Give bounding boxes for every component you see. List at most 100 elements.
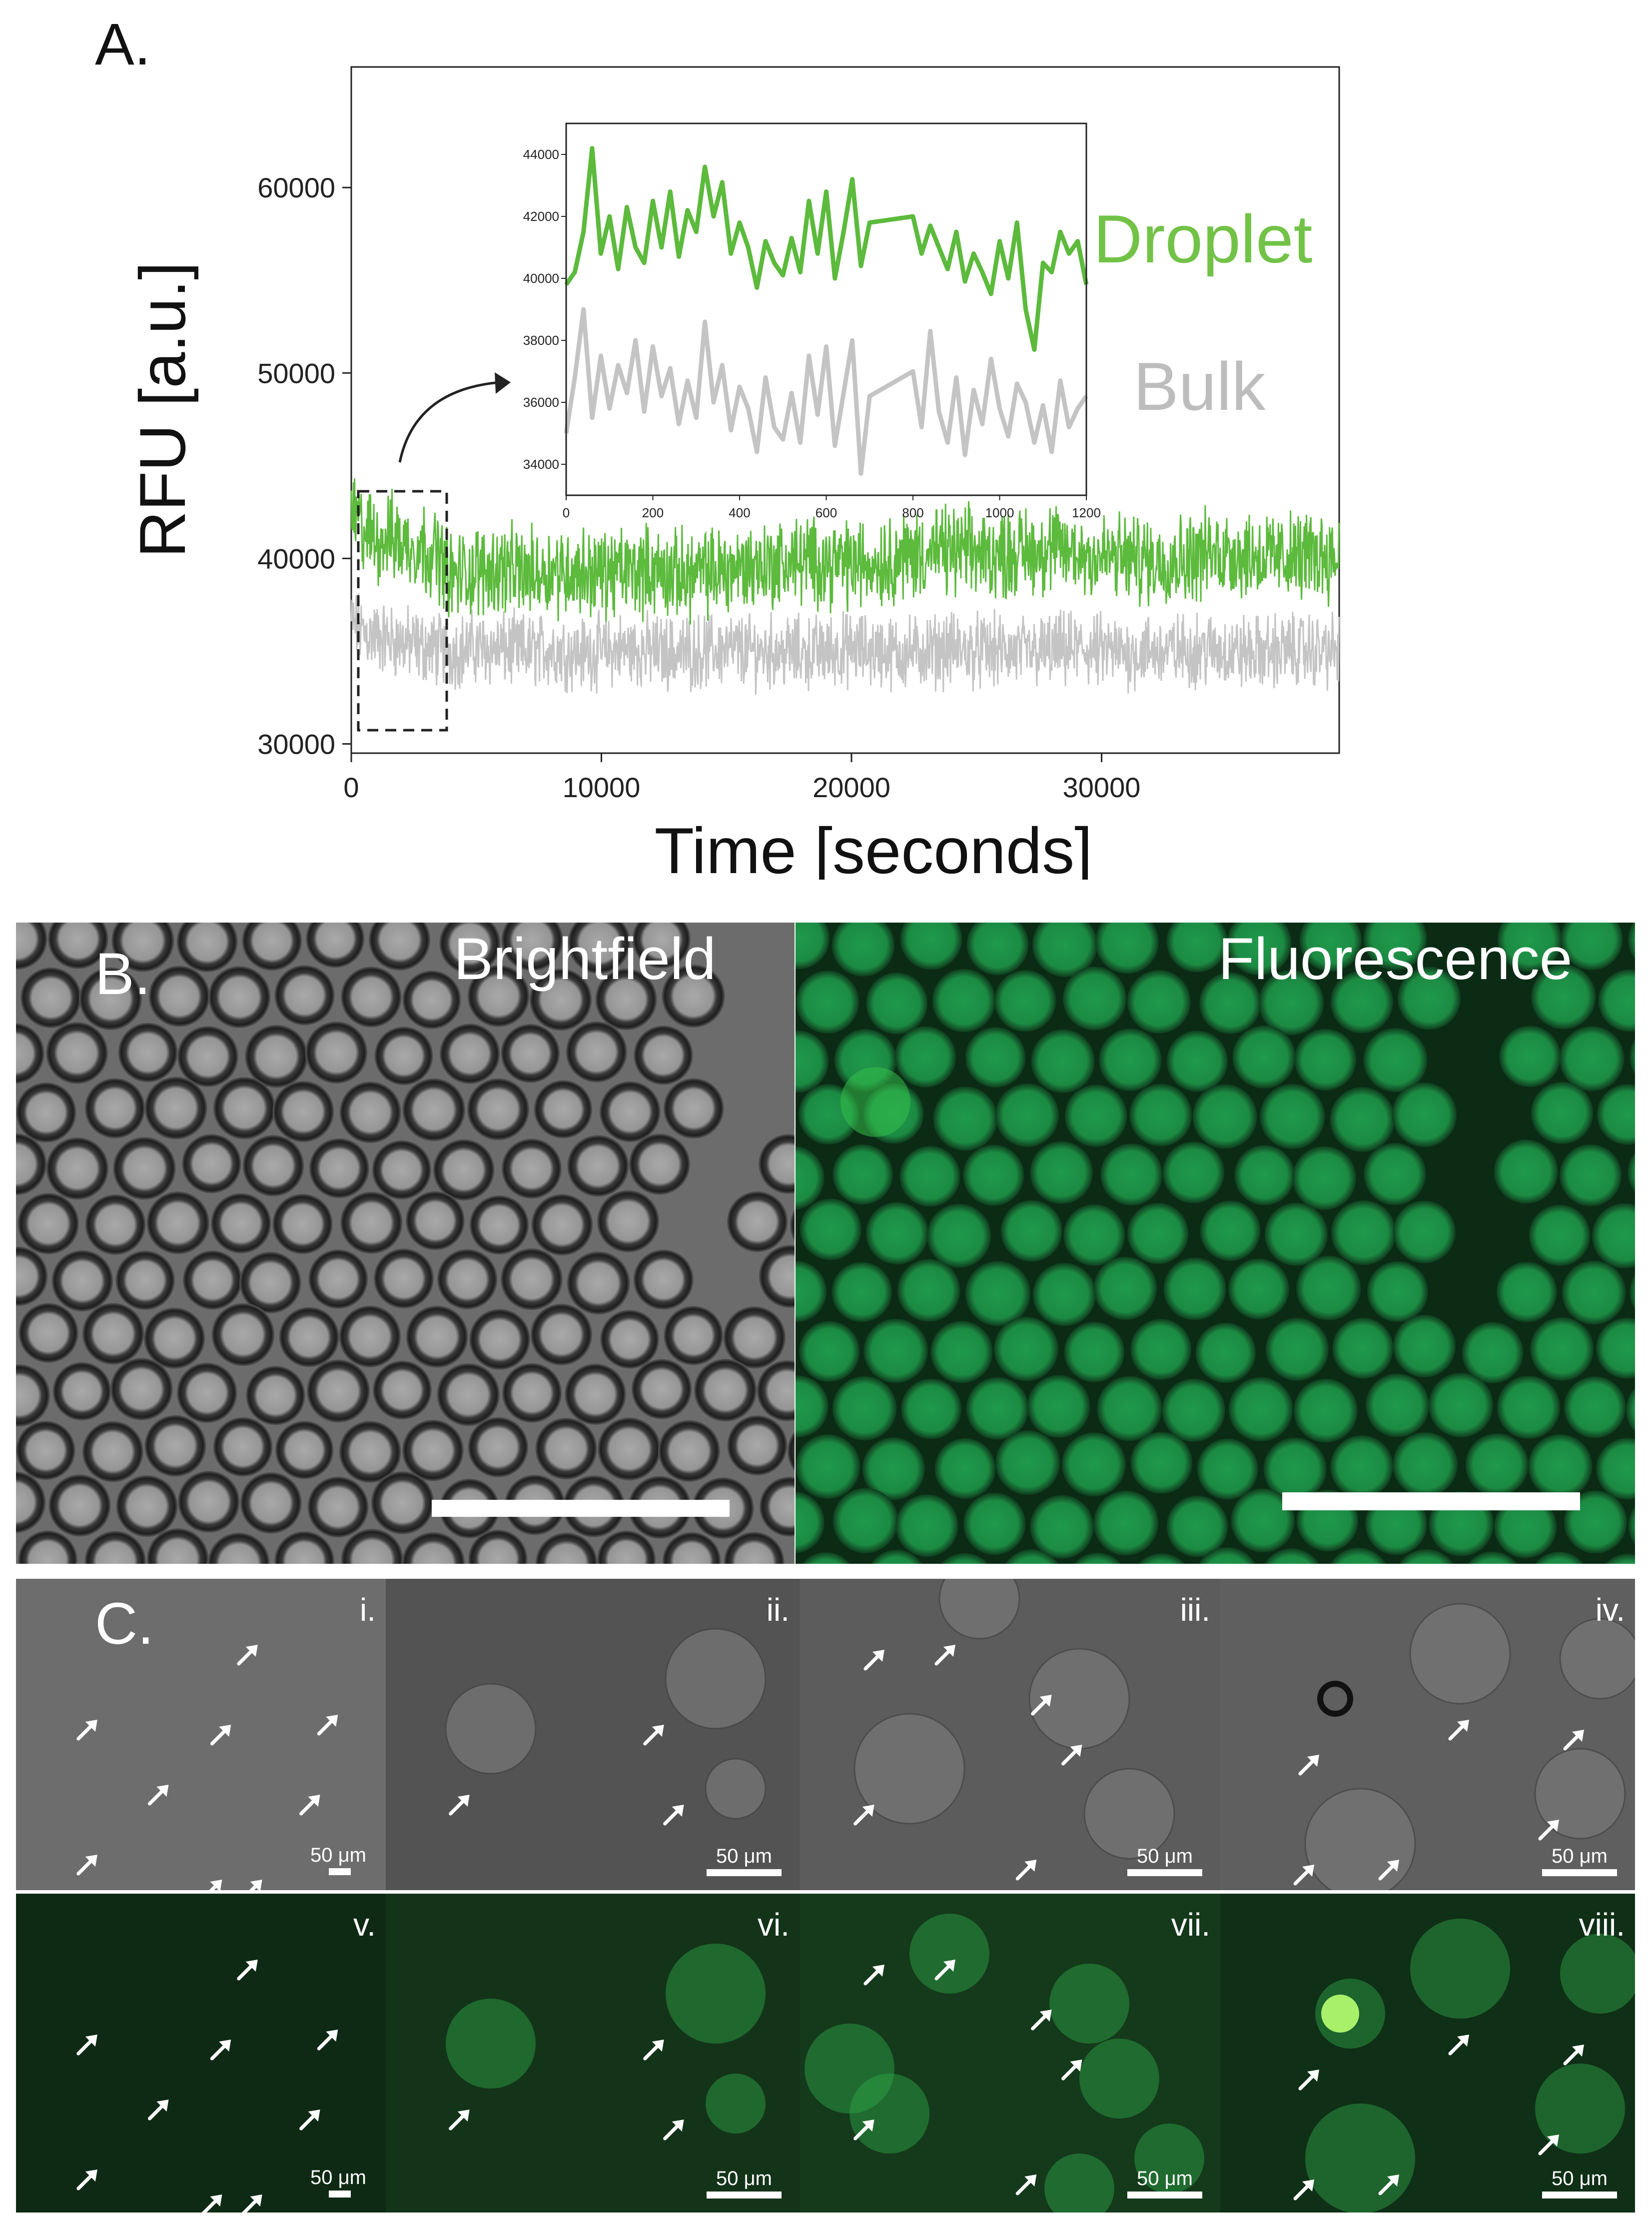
droplet (1332, 1317, 1394, 1379)
micrograph-tile-5: v. 50 μm (16, 1894, 386, 2213)
droplet (341, 967, 402, 1028)
inset-line-droplet (564, 146, 1089, 352)
droplet (900, 908, 962, 970)
arrow-icon (1015, 2175, 1037, 2196)
micrograph-tile-7: vii. 50 μm (800, 1894, 1220, 2213)
droplet (17, 1192, 79, 1254)
cell-blob (1410, 1919, 1510, 2019)
droplet (933, 1087, 998, 1151)
y-tick-label: 30000 (257, 728, 335, 760)
droplet (800, 1198, 861, 1260)
droplet (51, 1250, 113, 1312)
droplet (1130, 1432, 1192, 1494)
droplet (246, 1365, 305, 1425)
arrow-icon (1293, 1865, 1314, 1886)
droplet (1363, 907, 1427, 971)
cell-blob (1049, 1964, 1129, 2044)
droplet (1197, 1438, 1258, 1500)
droplet (831, 914, 895, 977)
droplet (1260, 1084, 1325, 1149)
arrow-icon (1378, 2175, 1399, 2196)
droplet (534, 1080, 593, 1138)
droplet (272, 1193, 333, 1254)
droplet (1294, 1378, 1358, 1443)
droplet (339, 1082, 401, 1143)
droplet (994, 1316, 1058, 1381)
droplet (1061, 1432, 1126, 1497)
cell-blob (909, 1914, 989, 1994)
cell-blob (938, 1579, 1020, 1640)
droplet (1130, 1318, 1192, 1380)
droplet (1294, 1029, 1357, 1091)
arrow-icon (1538, 1820, 1559, 1841)
droplet (1428, 1372, 1494, 1437)
droplet (1027, 1375, 1090, 1438)
droplet (865, 1202, 928, 1264)
droplet (1393, 1432, 1458, 1497)
arrow-icon (299, 1795, 320, 1816)
droplet (1162, 1141, 1225, 1203)
arrow-icon (317, 2030, 338, 2051)
tile-label: viii. (1579, 1907, 1625, 1943)
droplet (242, 1135, 304, 1196)
droplet (1095, 910, 1159, 974)
droplet (502, 1363, 562, 1423)
droplet (439, 913, 501, 974)
droplet (275, 1421, 334, 1479)
droplet (1232, 1025, 1296, 1089)
droplet (340, 1191, 403, 1254)
droplet (597, 1190, 660, 1252)
tile-label: iv. (1595, 1592, 1625, 1628)
droplet (1031, 1029, 1095, 1093)
arrow-icon (76, 2035, 97, 2056)
arrow-icon (237, 1645, 258, 1666)
arrow-icon (1563, 1730, 1584, 1751)
droplet (796, 1434, 860, 1499)
droplet (599, 1081, 661, 1142)
droplet (177, 1470, 240, 1533)
tile-label: v. (353, 1907, 376, 1943)
droplet (1393, 1200, 1456, 1263)
droplet (18, 1303, 78, 1363)
arrow-icon (934, 1960, 955, 1981)
arrow-icon (209, 1880, 222, 1890)
bubble (1317, 1681, 1353, 1717)
droplet (111, 909, 174, 972)
micrograph-tile-3: iii. 50 μm (800, 1579, 1220, 1890)
droplet (1496, 1261, 1557, 1322)
arrow-icon (1298, 1755, 1319, 1776)
cell-blob (445, 1683, 537, 1775)
cell-blob (666, 1944, 766, 2044)
inset-y-tick-label: 38000 (523, 333, 559, 348)
droplet (1494, 1495, 1557, 1558)
arrow-icon (210, 1725, 231, 1746)
inset-line-bulk (564, 307, 1088, 476)
cell-blob (446, 1999, 536, 2089)
droplet (1560, 1144, 1622, 1206)
cell-blob (1560, 1934, 1635, 2014)
droplet (658, 1420, 720, 1482)
droplet (965, 1261, 1031, 1326)
droplet (565, 1363, 626, 1425)
droplet (1330, 1087, 1395, 1152)
arrow-icon (853, 2120, 874, 2141)
arrow-icon (317, 1715, 338, 1736)
micrograph-tile-4: iv. 50 μm (1220, 1579, 1635, 1890)
droplet (1330, 1435, 1393, 1498)
droplet (1564, 1376, 1626, 1438)
cell-blob (853, 1713, 965, 1825)
droplet (211, 1303, 275, 1366)
x-axis-ticks: 0 10000 20000 30000 (343, 753, 1140, 803)
arrow-icon (1061, 1745, 1082, 1766)
droplet (1393, 1314, 1456, 1378)
inset-y-tick-label: 36000 (523, 395, 559, 410)
droplet (1093, 1490, 1159, 1556)
arrow-icon (1031, 2010, 1052, 2031)
arrow-icon (201, 2195, 222, 2213)
droplet (213, 1417, 273, 1477)
arrow-icon (299, 2110, 320, 2131)
droplet (531, 1194, 593, 1256)
droplet (373, 1360, 432, 1420)
droplet (208, 966, 271, 1029)
y-tick-label: 50000 (257, 357, 335, 389)
